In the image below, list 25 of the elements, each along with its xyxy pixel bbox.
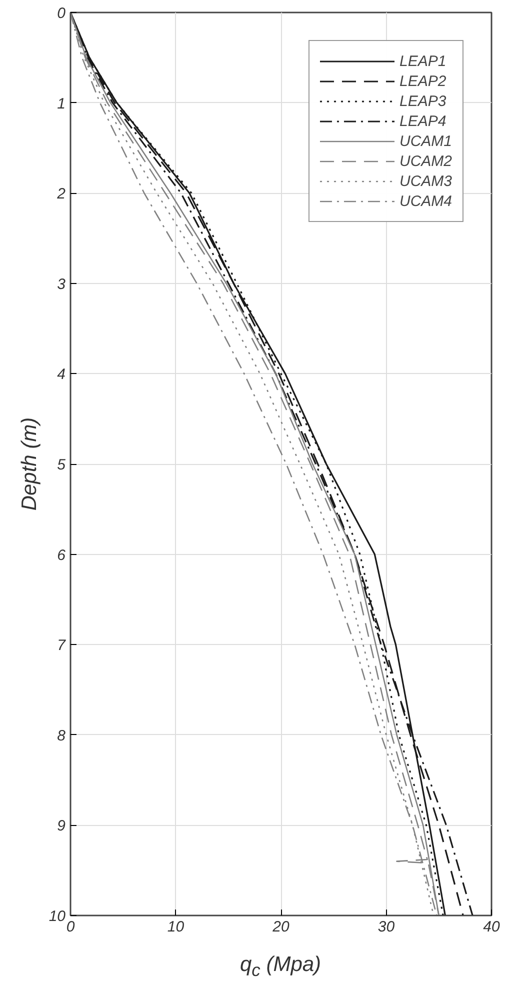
y-tick-label: 0 <box>57 5 66 22</box>
legend-label: LEAP3 <box>399 92 446 111</box>
y-tick-label: 7 <box>57 637 66 654</box>
legend-label: LEAP2 <box>399 72 446 91</box>
legend-label: LEAP1 <box>399 52 446 71</box>
y-tick-label: 1 <box>57 95 66 112</box>
x-tick-label: 10 <box>167 918 185 936</box>
y-tick-label: 3 <box>57 276 66 293</box>
x-tick-label: 40 <box>483 918 500 936</box>
legend-label: UCAM4 <box>399 192 452 211</box>
y-tick-label: 9 <box>57 818 66 835</box>
legend-label: LEAP4 <box>399 112 446 131</box>
x-tick-label: 20 <box>272 918 290 936</box>
x-axis-title: q$_{c}$ (Mpa) <box>240 953 322 980</box>
y-tick-label: 10 <box>48 908 66 925</box>
y-tick-label: 5 <box>57 456 66 474</box>
y-tick-label: 8 <box>57 727 66 744</box>
legend-label: UCAM2 <box>399 152 452 171</box>
legend-label: UCAM1 <box>399 132 452 151</box>
legend-label: UCAM3 <box>399 172 452 191</box>
y-tick-label: 2 <box>56 186 66 203</box>
y-axis-title: Depth (m) <box>18 417 41 511</box>
y-tick-label: 4 <box>57 366 66 384</box>
y-tick-label: 6 <box>57 546 66 564</box>
x-tick-label: 30 <box>378 918 396 936</box>
